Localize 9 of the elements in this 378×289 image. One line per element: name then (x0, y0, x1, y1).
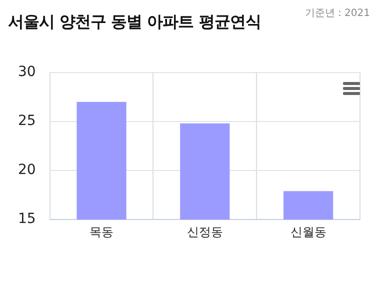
y-tick-label: 20 (18, 162, 36, 178)
y-tick-label: 15 (18, 211, 36, 228)
x-tick-label: 목동 (90, 224, 114, 239)
x-tick-label: 신정동 (186, 224, 223, 239)
y-tick-label: 25 (18, 113, 36, 130)
chart-subtitle: 기준년 : 2021 (304, 7, 370, 20)
y-tick-label: 30 (18, 64, 36, 80)
chart-title: 서울시 양천구 동별 아파트 평균연식 (8, 12, 261, 33)
x-tick-label: 신월동 (290, 224, 326, 239)
